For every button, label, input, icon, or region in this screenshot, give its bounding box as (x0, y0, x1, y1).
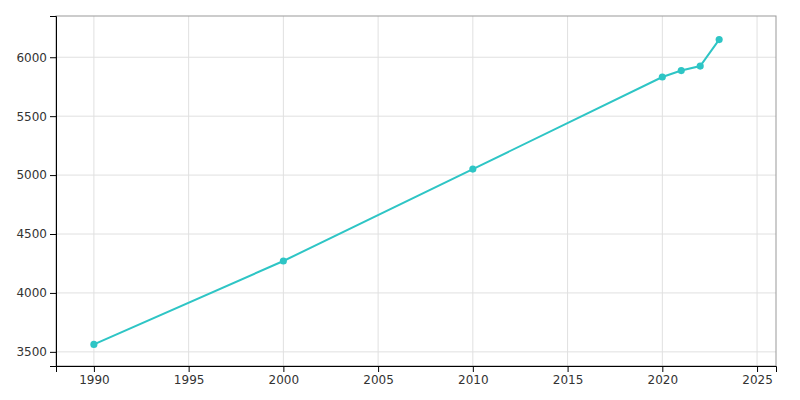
tick-label: 1990 (79, 373, 110, 387)
grid-line (56, 116, 776, 117)
plot-frame (56, 16, 776, 366)
tick-label: 6000 (16, 51, 47, 65)
grid-line (757, 16, 758, 366)
point (678, 67, 685, 74)
tick: 2025 (742, 366, 773, 387)
tick-mark (378, 366, 379, 372)
tick-mark (94, 366, 95, 372)
tick: 2015 (553, 366, 584, 387)
grid-line (188, 16, 189, 366)
tick-label: 2010 (458, 373, 489, 387)
tick-label: 4000 (16, 286, 47, 300)
tick-label: 1995 (174, 373, 205, 387)
tick: 4000 (16, 286, 56, 300)
tick-label: 2005 (363, 373, 394, 387)
tick-mark (473, 366, 474, 372)
grid-line (56, 292, 776, 293)
tick-label: 2020 (648, 373, 679, 387)
tick: 5000 (16, 168, 56, 182)
tick: 4500 (16, 227, 56, 241)
marks (90, 36, 722, 348)
tick-label: 5500 (16, 110, 47, 124)
tick: 1990 (79, 366, 110, 387)
tick-mark (50, 57, 56, 58)
grid-line (56, 175, 776, 176)
tick-mark (50, 116, 56, 117)
tick-mark (283, 366, 284, 372)
tick-label: 5000 (16, 168, 47, 182)
tick-mark (662, 366, 663, 372)
grid-line (472, 16, 473, 366)
point (659, 73, 666, 80)
tick-mark (50, 293, 56, 294)
plot: 1990 1995 2000 2005 2010 2015 2020 2025 3500 4000… (16, 16, 776, 387)
y-axis: 3500 4000 4500 5000 5500 6000 (16, 17, 56, 367)
tick-label: 3500 (16, 345, 47, 359)
grid-line (56, 351, 776, 352)
tick-label: 2025 (742, 373, 773, 387)
tick-mark (757, 366, 758, 372)
tick: 3500 (16, 345, 56, 359)
grid-line (378, 16, 379, 366)
point (469, 166, 476, 173)
point (697, 63, 704, 70)
tick-label: 4500 (16, 227, 47, 241)
point (90, 341, 97, 348)
axis-line (57, 367, 777, 373)
tick: 2010 (458, 366, 489, 387)
tick-mark (50, 234, 56, 235)
tick: 6000 (16, 51, 56, 65)
tick: 2000 (269, 366, 300, 387)
grid-line (93, 16, 94, 366)
grid-line (567, 16, 568, 366)
grid-line (56, 234, 776, 235)
tick: 2020 (648, 366, 679, 387)
tick: 2005 (363, 366, 394, 387)
tick-label: 2000 (269, 373, 300, 387)
point (716, 36, 723, 43)
tick: 5500 (16, 110, 56, 124)
tick-label: 2015 (553, 373, 584, 387)
tick-mark (50, 175, 56, 176)
tick: 1995 (174, 366, 205, 387)
point (280, 257, 287, 264)
tick-mark (189, 366, 190, 372)
grid-line (662, 16, 663, 366)
chart: 1990 1995 2000 2005 2010 2015 2020 2025 3500 4000… (0, 0, 800, 400)
tick-mark (568, 366, 569, 372)
grid (56, 16, 776, 366)
grid-line (56, 57, 776, 58)
x-axis: 1990 1995 2000 2005 2010 2015 2020 2025 (57, 366, 777, 387)
line (94, 40, 719, 345)
tick-mark (50, 352, 56, 353)
axis-line (50, 17, 57, 367)
grid-line (283, 16, 284, 366)
